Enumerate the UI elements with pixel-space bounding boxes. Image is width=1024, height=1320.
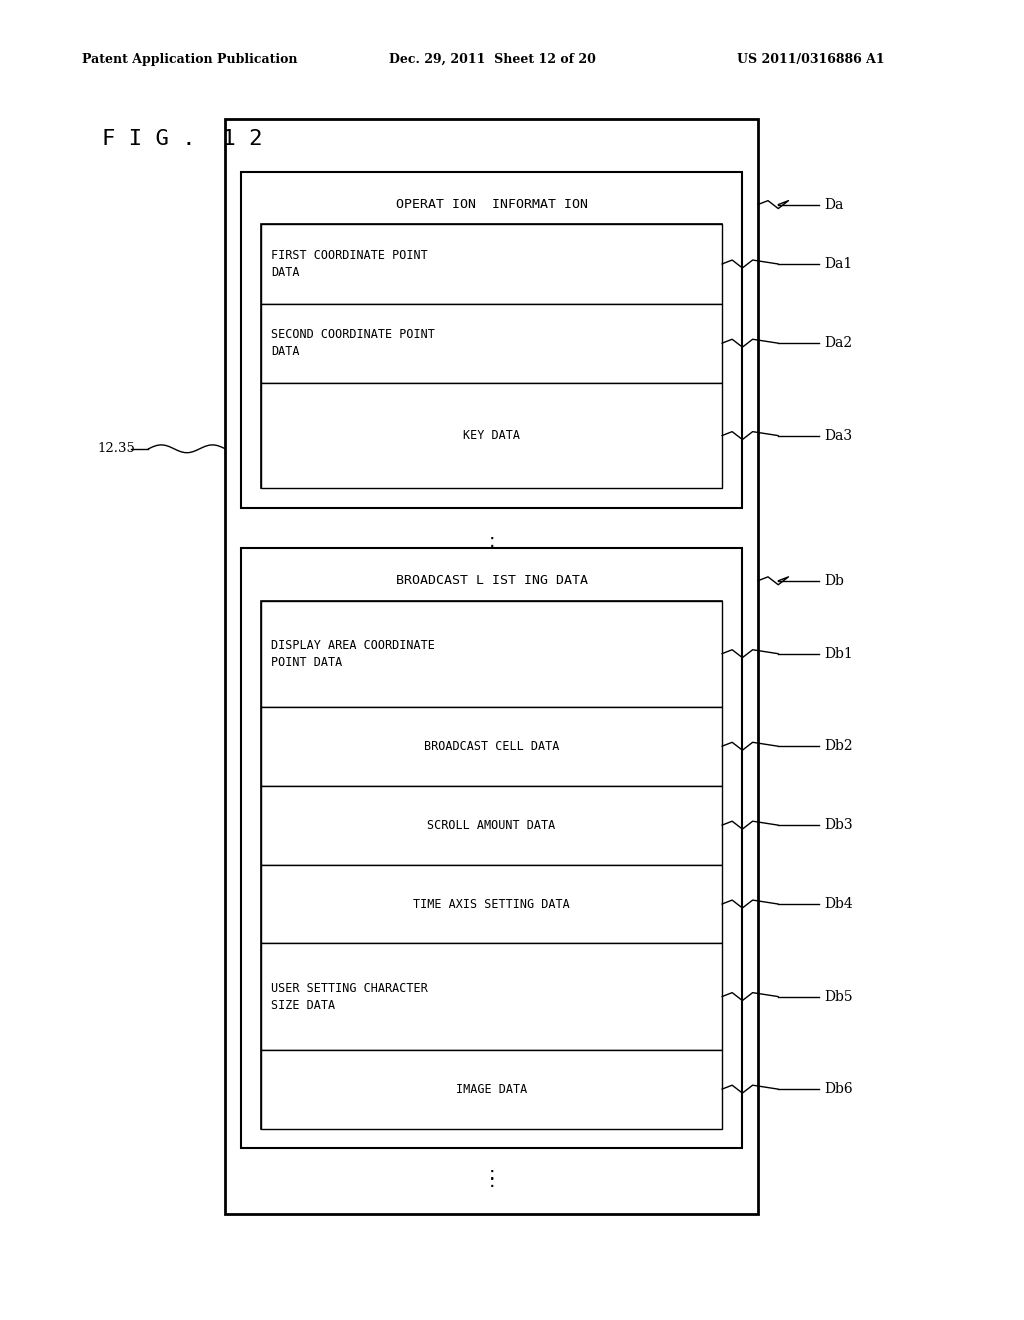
Text: IMAGE DATA: IMAGE DATA (456, 1082, 527, 1096)
FancyBboxPatch shape (261, 1049, 722, 1129)
Text: FIRST COORDINATE POINT
DATA: FIRST COORDINATE POINT DATA (271, 249, 428, 279)
Text: DISPLAY AREA COORDINATE
POINT DATA: DISPLAY AREA COORDINATE POINT DATA (271, 639, 435, 669)
Text: BROADCAST CELL DATA: BROADCAST CELL DATA (424, 739, 559, 752)
Text: USER SETTING CHARACTER
SIZE DATA: USER SETTING CHARACTER SIZE DATA (271, 982, 428, 1011)
Text: KEY DATA: KEY DATA (463, 429, 520, 442)
Text: :: : (488, 532, 495, 550)
FancyBboxPatch shape (261, 944, 722, 1049)
Text: Patent Application Publication: Patent Application Publication (82, 53, 297, 66)
Text: Da1: Da1 (824, 257, 853, 271)
Text: Dec. 29, 2011  Sheet 12 of 20: Dec. 29, 2011 Sheet 12 of 20 (389, 53, 596, 66)
FancyBboxPatch shape (261, 601, 722, 1129)
Text: BROADCAST L IST ING DATA: BROADCAST L IST ING DATA (395, 574, 588, 587)
Text: Da2: Da2 (824, 337, 852, 350)
FancyBboxPatch shape (261, 224, 722, 488)
FancyBboxPatch shape (261, 224, 722, 304)
Text: :: : (488, 1166, 495, 1184)
FancyBboxPatch shape (261, 383, 722, 488)
FancyBboxPatch shape (261, 601, 722, 706)
Text: Da: Da (824, 198, 844, 211)
Text: :: : (488, 1172, 495, 1191)
Text: Db4: Db4 (824, 898, 853, 911)
Text: Db2: Db2 (824, 739, 853, 754)
FancyBboxPatch shape (261, 865, 722, 944)
Text: US 2011/0316886 A1: US 2011/0316886 A1 (737, 53, 885, 66)
Text: 12.35: 12.35 (97, 442, 135, 455)
Text: Db6: Db6 (824, 1082, 853, 1096)
Text: OPERAT ION  INFORMAT ION: OPERAT ION INFORMAT ION (395, 198, 588, 211)
FancyBboxPatch shape (241, 172, 742, 508)
FancyBboxPatch shape (261, 706, 722, 785)
FancyBboxPatch shape (261, 304, 722, 383)
FancyBboxPatch shape (225, 119, 758, 1214)
FancyBboxPatch shape (261, 785, 722, 865)
Text: TIME AXIS SETTING DATA: TIME AXIS SETTING DATA (413, 898, 570, 911)
Text: SECOND COORDINATE POINT
DATA: SECOND COORDINATE POINT DATA (271, 329, 435, 358)
Text: F I G .  1 2: F I G . 1 2 (102, 128, 263, 149)
Text: Db3: Db3 (824, 818, 853, 832)
Text: Db5: Db5 (824, 990, 853, 1003)
Text: SCROLL AMOUNT DATA: SCROLL AMOUNT DATA (427, 818, 556, 832)
Text: Db1: Db1 (824, 647, 853, 661)
Text: Da3: Da3 (824, 429, 852, 442)
FancyBboxPatch shape (241, 548, 742, 1148)
Text: Db: Db (824, 574, 844, 587)
